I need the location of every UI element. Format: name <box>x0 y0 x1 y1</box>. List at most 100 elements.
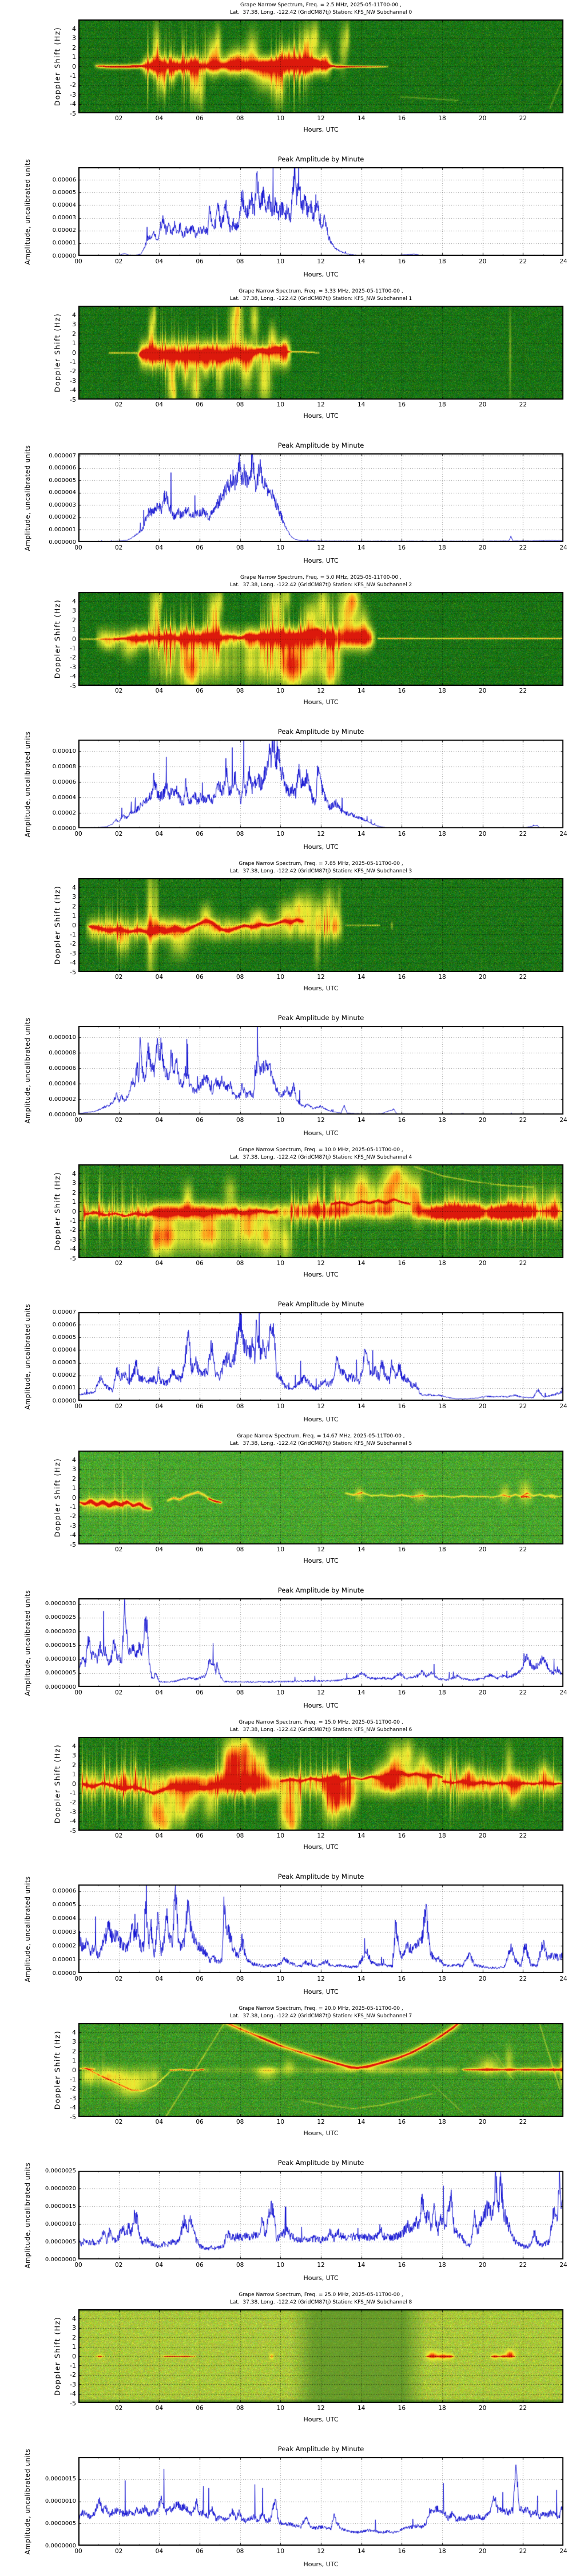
x-tick-label: 24 <box>559 258 567 265</box>
x-tick-label: 20 <box>478 544 487 551</box>
x-tick-label: 20 <box>478 1260 487 1267</box>
x-tick-label: 02 <box>114 2262 123 2269</box>
x-tick-label: 20 <box>478 1976 487 1982</box>
y-tick-label: 0.000004 <box>49 1080 76 1087</box>
y-axis-label: Amplitude, uncalibrated units <box>23 2162 31 2268</box>
y-tick-label: 1 <box>72 1198 76 1206</box>
y-tick-label: 0.000002 <box>49 1096 76 1103</box>
plot-title-line2: Lat. 37.38, Long. -122.42 (GridCM87tj) S… <box>229 2300 412 2305</box>
y-tick-label: 0.00006 <box>52 1321 76 1328</box>
x-tick-label: 22 <box>519 1976 527 1982</box>
y-tick-label: 0.000005 <box>49 477 76 484</box>
x-tick-label: 02 <box>114 1689 123 1696</box>
y-tick-label: 0 <box>72 1494 76 1502</box>
x-tick-label: 04 <box>155 2405 164 2412</box>
x-tick-label: 14 <box>357 2262 366 2269</box>
x-axis-label: Hours, UTC <box>303 557 339 564</box>
x-tick-label: 22 <box>519 2119 527 2125</box>
x-axis-label: Hours, UTC <box>303 1271 339 1278</box>
plot-title: Grape Narrow Spectrum, Freq. = 3.33 MHz,… <box>78 288 563 303</box>
y-tick-label: 0.00000 <box>52 252 76 259</box>
x-tick-label: 06 <box>196 1403 204 1410</box>
line-chart-canvas-2 <box>78 740 563 828</box>
x-tick-label: 12 <box>317 1403 325 1410</box>
line-chart-canvas-4 <box>78 1312 563 1401</box>
plot-title-line1: Grape Narrow Spectrum, Freq. = 7.85 MHz,… <box>239 861 403 867</box>
x-tick-label: 20 <box>478 831 487 837</box>
peak-amplitude-panel-6: Peak Amplitude by Minute Amplitude, uncal… <box>0 1860 572 2004</box>
y-axis-label: Amplitude, uncalibrated units <box>23 2448 31 2554</box>
x-tick-label: 16 <box>398 2405 406 2412</box>
x-tick-label: 14 <box>357 1117 366 1124</box>
x-tick-label: 08 <box>236 2548 244 2555</box>
x-tick-label: 02 <box>114 1260 123 1267</box>
x-tick-label: 10 <box>276 1976 285 1982</box>
y-tick-label: 0.000006 <box>49 1065 76 1072</box>
x-tick-label: 12 <box>317 2548 325 2555</box>
x-tick-label: 12 <box>317 544 325 551</box>
x-tick-label: 10 <box>276 1689 285 1696</box>
y-tick-label: -4 <box>70 2104 76 2112</box>
y-tick-label: 2 <box>72 616 76 624</box>
x-tick-label: 08 <box>236 1403 244 1410</box>
y-tick-label: 2 <box>72 1188 76 1196</box>
y-tick-label: 1 <box>72 339 76 347</box>
x-tick-label: 18 <box>438 258 446 265</box>
y-tick-label: 4 <box>72 1742 76 1750</box>
x-tick-label: 14 <box>357 1260 366 1267</box>
x-tick-label: 12 <box>317 1546 325 1553</box>
x-tick-label: 06 <box>196 1832 204 1839</box>
x-tick-label: 24 <box>559 2548 567 2555</box>
plot-title: Peak Amplitude by Minute <box>277 1014 364 1022</box>
x-tick-label: 02 <box>114 688 123 694</box>
x-tick-label: 16 <box>398 688 406 694</box>
x-tick-label: 18 <box>438 115 446 122</box>
plot-title-line1: Grape Narrow Spectrum, Freq. = 2.5 MHz, … <box>240 2 402 8</box>
y-tick-label: 3 <box>72 34 76 42</box>
x-tick-label: 02 <box>114 2119 123 2125</box>
x-tick-label: 04 <box>155 2548 164 2555</box>
x-tick-label: 08 <box>236 1117 244 1124</box>
y-tick-label: 0.000007 <box>49 452 76 459</box>
x-tick-label: 20 <box>478 1117 487 1124</box>
plot-title-line1: Grape Narrow Spectrum, Freq. = 25.0 MHz,… <box>239 2292 403 2298</box>
plot-title: Grape Narrow Spectrum, Freq. = 15.0 MHz,… <box>78 1719 563 1734</box>
plot-title: Peak Amplitude by Minute <box>277 441 364 449</box>
y-tick-label: 4 <box>72 2028 76 2036</box>
y-tick-label: 0.00003 <box>52 1360 76 1366</box>
x-tick-label: 00 <box>74 1689 82 1696</box>
y-tick-label: 0.00005 <box>52 1334 76 1341</box>
x-tick-label: 12 <box>317 1689 325 1696</box>
y-tick-label: 0.00001 <box>52 1385 76 1392</box>
x-axis-label: Hours, UTC <box>303 412 339 420</box>
x-tick-label: 20 <box>478 115 487 122</box>
x-tick-label: 22 <box>519 2262 527 2269</box>
line-chart-canvas-3 <box>78 1026 563 1115</box>
x-tick-label: 22 <box>519 831 527 837</box>
x-tick-label: 20 <box>478 1689 487 1696</box>
x-tick-label: 06 <box>196 1117 204 1124</box>
x-tick-label: 10 <box>276 1403 285 1410</box>
plot-title: Peak Amplitude by Minute <box>277 1586 364 1594</box>
x-tick-label: 06 <box>196 401 204 408</box>
peak-amplitude-panel-3: Peak Amplitude by Minute Amplitude, uncal… <box>0 1002 572 1145</box>
x-tick-label: 12 <box>317 115 325 122</box>
y-tick-label: 0.00005 <box>52 1902 76 1909</box>
plot-title: Grape Narrow Spectrum, Freq. = 5.0 MHz, … <box>78 574 563 589</box>
y-tick-label: 0.0000030 <box>45 1601 76 1607</box>
x-tick-label: 14 <box>357 1403 366 1410</box>
y-tick-label: 0.0000000 <box>45 2256 76 2263</box>
plot-title-line2: Lat. 37.38, Long. -122.42 (GridCM87tj) S… <box>229 868 412 874</box>
x-tick-label: 02 <box>114 1117 123 1124</box>
plot-title-line1: Grape Narrow Spectrum, Freq. = 15.0 MHz,… <box>239 1720 403 1725</box>
y-tick-label: -1 <box>70 1503 76 1511</box>
y-tick-label: -3 <box>70 90 76 98</box>
y-tick-label: -5 <box>70 1540 76 1548</box>
x-tick-label: 22 <box>519 1546 527 1553</box>
y-tick-label: 1 <box>72 1484 76 1492</box>
peak-amplitude-panel-7: Peak Amplitude by Minute Amplitude, uncal… <box>0 2147 572 2290</box>
y-tick-label: -4 <box>70 2390 76 2398</box>
x-tick-label: 04 <box>155 831 164 837</box>
peak-amplitude-panel-8: Peak Amplitude by Minute Amplitude, uncal… <box>0 2433 572 2576</box>
y-tick-label: -5 <box>70 2113 76 2121</box>
